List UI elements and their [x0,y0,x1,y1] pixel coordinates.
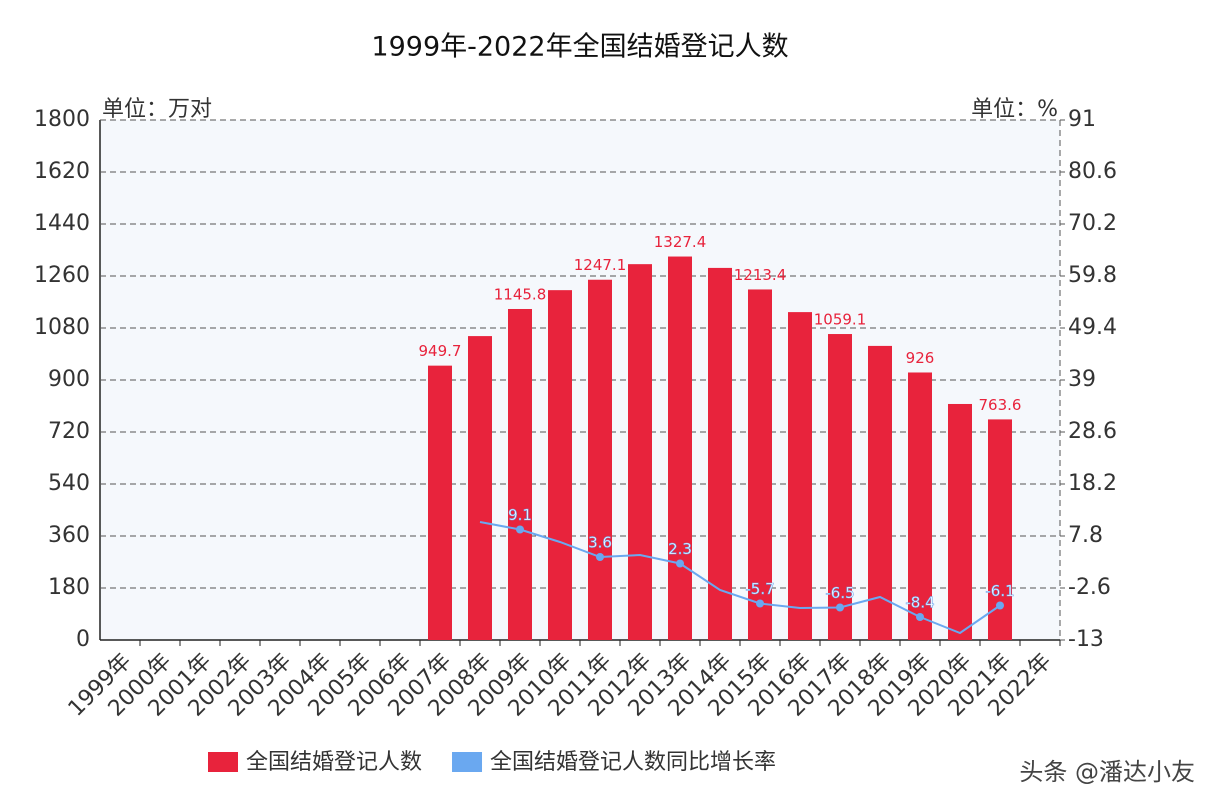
y-tick-label: 900 [48,367,90,392]
line-marker [836,603,844,612]
bar [748,289,772,640]
legend-swatch [452,752,483,772]
line-value-label: 2.3 [668,540,692,558]
y2-tick-label: -13 [1068,627,1104,652]
y2-tick-label: 91 [1068,107,1096,132]
value-label: 1327.4 [654,233,707,251]
bar [548,290,572,640]
line-marker [596,553,604,561]
bar [628,264,652,640]
bar [788,312,812,640]
y2-tick-label: -2.6 [1068,575,1111,600]
bar [908,372,932,640]
line-marker [916,613,924,621]
y2-tick-label: 39 [1068,367,1096,392]
bar [428,365,452,640]
y-tick-label: 1620 [34,159,90,184]
value-label: 1145.8 [494,285,547,303]
line-value-label: -6.5 [825,584,854,602]
legend-label: 全国结婚登记人数 [246,750,422,775]
line-value-label: -6.1 [985,582,1014,600]
y2-tick-label: 49.4 [1068,315,1117,340]
value-label: 926 [906,349,935,367]
y-tick-label: 0 [76,627,90,652]
value-label: 1247.1 [574,256,627,274]
line-marker [676,559,684,568]
y-tick-label: 180 [48,575,90,600]
y2-unit: 单位：% [971,97,1058,122]
bar [708,267,732,640]
line-marker [516,525,524,534]
y-tick-label: 360 [48,523,90,548]
bar [468,336,492,640]
y-unit: 单位：万对 [102,97,212,122]
value-label: 949.7 [419,342,462,360]
line-value-label: 3.6 [588,534,612,552]
watermark: 头条 @潘达小友 [1019,758,1195,786]
chart-title: 1999年-2022年全国结婚登记人数 [371,32,788,63]
y-tick-label: 720 [48,419,90,444]
y-tick-label: 1800 [34,107,90,132]
value-label: 1059.1 [814,311,867,329]
bar [828,334,852,640]
legend-swatch [208,752,238,772]
y2-tick-label: 70.2 [1068,211,1117,236]
value-label: 763.6 [979,396,1022,414]
line-marker [756,599,764,608]
y2-tick-label: 59.8 [1068,263,1117,288]
line-marker [996,601,1004,610]
bar [508,308,532,640]
y-tick-label: 1260 [34,263,90,288]
y2-tick-label: 7.8 [1068,523,1103,548]
value-label: 1213.4 [734,266,787,284]
bar [948,403,972,640]
bar [868,345,892,640]
y-tick-label: 1080 [34,315,90,340]
y-tick-label: 1440 [34,211,90,236]
line-value-label: 9.1 [508,506,532,524]
y-tick-label: 540 [48,471,90,496]
bar [588,279,612,640]
legend-label: 全国结婚登记人数同比增长率 [490,750,776,775]
y2-tick-label: 28.6 [1068,419,1117,444]
line-value-label: -8.4 [905,594,934,612]
line-value-label: -5.7 [745,580,774,598]
bar [668,256,692,640]
y2-tick-label: 80.6 [1068,159,1117,184]
line [479,521,1001,635]
y2-tick-label: 18.2 [1068,471,1117,496]
